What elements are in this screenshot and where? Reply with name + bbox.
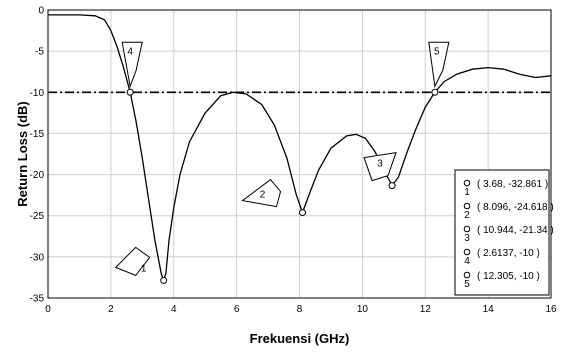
- legend-marker-icon: [463, 202, 471, 210]
- marker-3: 3: [363, 151, 397, 190]
- y-tick-label: -10: [30, 88, 45, 99]
- legend-entry-1: 1 ( 3.68, -32.861 ): [463, 179, 548, 198]
- marker-number-4: 4: [127, 46, 133, 57]
- marker-point-5: [431, 88, 439, 96]
- x-tick-label: 8: [297, 304, 303, 315]
- x-tick-label: 0: [45, 304, 51, 315]
- y-tick-label: -15: [30, 129, 45, 140]
- marker-flag-1: [114, 246, 151, 277]
- y-tick-label: -30: [30, 252, 45, 263]
- marker-number-3: 3: [377, 159, 383, 170]
- x-tick-label: 12: [420, 304, 432, 315]
- legend-marker-number: 3: [464, 233, 470, 244]
- legend-entry-label: ( 3.68, -32.861 ): [477, 179, 548, 190]
- markers: 1 2 3 4 5: [114, 41, 450, 284]
- legend-marker-number: 4: [464, 256, 470, 267]
- marker-number-5: 5: [434, 46, 440, 57]
- marker-point-3: [388, 182, 396, 190]
- marker-point-2: [299, 209, 307, 217]
- legend-entry-label: ( 2.6137, -10 ): [477, 248, 540, 259]
- marker-5: 5: [428, 41, 450, 96]
- legend-marker-number: 5: [464, 279, 470, 290]
- x-tick-label: 14: [483, 304, 495, 315]
- legend-entry-5: 5 ( 12.305, -10 ): [463, 271, 540, 290]
- marker-1: 1: [114, 246, 168, 284]
- legend-marker-icon: [463, 225, 471, 233]
- x-tick-label: 2: [108, 304, 114, 315]
- marker-legend: 1 ( 3.68, -32.861 ) 2 ( 8.096, -24.618 ) 3 ( …: [454, 169, 554, 296]
- marker-2: 2: [241, 178, 307, 217]
- marker-number-1: 1: [141, 263, 147, 274]
- marker-4: 4: [121, 41, 143, 96]
- legend-marker-number: 2: [464, 210, 470, 221]
- marker-flag-4: [121, 41, 143, 89]
- marker-point-1: [160, 276, 168, 284]
- legend-entry-4: 4 ( 2.6137, -10 ): [463, 248, 540, 267]
- marker-point-4: [126, 88, 134, 96]
- tick-labels: 0 2 4 6 8 10 12 14 160-5-10-15-20-25-30-35: [30, 6, 557, 316]
- legend-entry-2: 2 ( 8.096, -24.618 ): [463, 202, 554, 221]
- marker-flag-3: [363, 151, 397, 182]
- marker-flag-5: [428, 41, 450, 88]
- marker-number-2: 2: [260, 190, 266, 201]
- legend-entry-3: 3 ( 10.944, -21.34 ): [463, 225, 554, 244]
- legend-marker-icon: [463, 248, 471, 256]
- y-tick-label: -20: [30, 170, 45, 181]
- legend-box: [454, 169, 550, 296]
- x-tick-label: 10: [357, 304, 369, 315]
- y-tick-label: -25: [30, 211, 45, 222]
- marker-flag-2: [241, 178, 282, 208]
- x-tick-label: 4: [171, 304, 177, 315]
- legend-marker-icon: [463, 179, 471, 187]
- legend-entry-label: ( 12.305, -10 ): [477, 271, 540, 282]
- x-axis-label: Frekuensi (GHz): [250, 331, 350, 346]
- legend-entry-label: ( 10.944, -21.34 ): [477, 225, 554, 236]
- legend-entry-label: ( 8.096, -24.618 ): [477, 202, 554, 213]
- y-tick-label: -35: [30, 294, 45, 305]
- y-tick-label: 0: [38, 6, 44, 17]
- y-axis-label: Return Loss (dB): [15, 101, 30, 206]
- legend-marker-icon: [463, 271, 471, 279]
- x-tick-label: 16: [545, 304, 557, 315]
- y-tick-label: -5: [35, 47, 44, 58]
- legend-marker-number: 1: [464, 187, 470, 198]
- x-tick-label: 6: [234, 304, 240, 315]
- plot-frame: [47, 9, 552, 299]
